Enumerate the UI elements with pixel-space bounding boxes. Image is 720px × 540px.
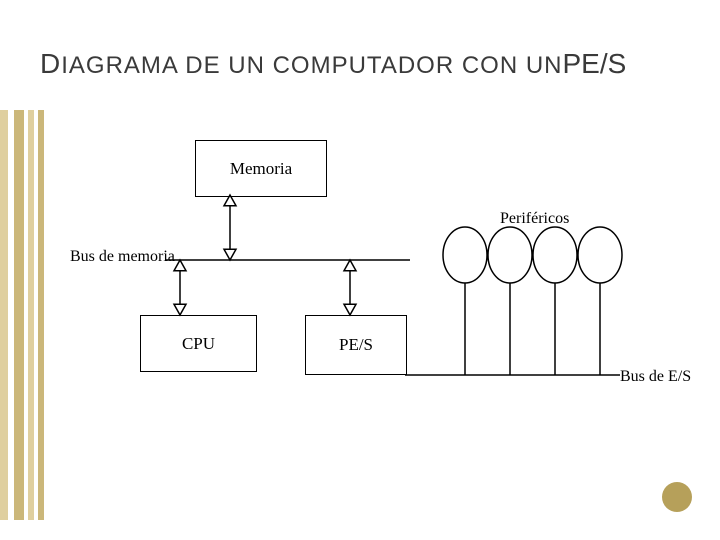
peripheral-icon xyxy=(443,227,487,283)
peripheral-icon xyxy=(578,227,622,283)
title-initial: D xyxy=(40,48,61,79)
sidebar-stripes xyxy=(0,110,44,520)
sidebar-stripe xyxy=(38,110,44,520)
sidebar-stripe xyxy=(0,110,8,520)
peripheral-icon xyxy=(533,227,577,283)
diagram-svg xyxy=(50,110,710,530)
slide-title: DIAGRAMA DE UN COMPUTADOR CON UNPE/S xyxy=(40,48,626,80)
title-rest: IAGRAMA DE UN COMPUTADOR CON UN xyxy=(61,52,562,79)
sidebar-stripe xyxy=(14,110,24,520)
diagram-area: Memoria CPU PE/S Bus de memoria Periféri… xyxy=(50,110,710,530)
corner-dot-icon xyxy=(662,482,692,512)
peripheral-icon xyxy=(488,227,532,283)
title-tail: PE/S xyxy=(562,48,626,79)
